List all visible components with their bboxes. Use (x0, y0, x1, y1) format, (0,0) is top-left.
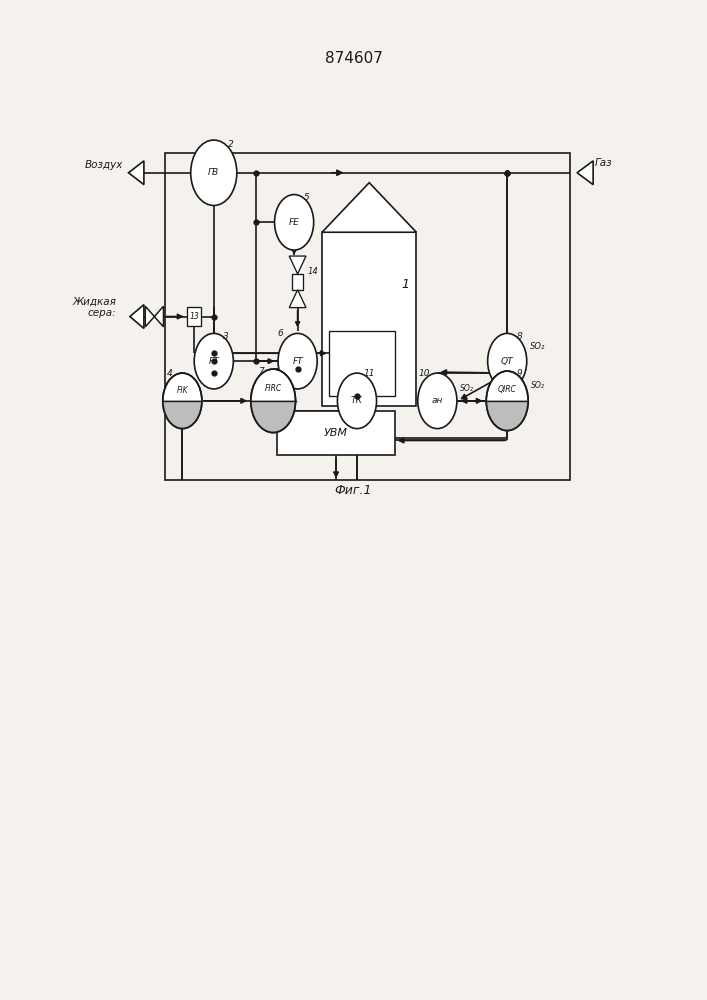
Text: ГВ: ГВ (208, 168, 219, 177)
Polygon shape (146, 306, 154, 327)
Text: 12: 12 (361, 396, 372, 405)
Polygon shape (154, 306, 163, 327)
Text: УВМ: УВМ (324, 428, 348, 438)
Text: Воздух: Воздух (85, 160, 123, 170)
Text: Фиг.1: Фиг.1 (334, 484, 373, 497)
Polygon shape (130, 305, 144, 328)
Polygon shape (163, 401, 202, 429)
Text: 2: 2 (228, 140, 234, 149)
Polygon shape (289, 256, 306, 274)
Text: 874607: 874607 (325, 51, 382, 66)
Polygon shape (251, 401, 296, 433)
Text: SO₂: SO₂ (530, 342, 546, 351)
Text: 14: 14 (308, 267, 318, 276)
Text: ан: ан (432, 396, 443, 405)
Text: 11: 11 (364, 369, 375, 378)
Polygon shape (129, 161, 144, 185)
Text: QIRC: QIRC (498, 385, 517, 394)
Circle shape (194, 333, 233, 389)
Bar (187, 307, 201, 326)
Circle shape (486, 371, 528, 431)
Text: 1: 1 (402, 278, 409, 291)
Circle shape (418, 373, 457, 429)
Polygon shape (577, 161, 593, 185)
Circle shape (274, 195, 314, 250)
Text: FE: FE (288, 218, 300, 227)
Bar (165, 153, 570, 480)
Circle shape (278, 333, 317, 389)
Text: FIRC: FIRC (264, 384, 282, 393)
Text: 8: 8 (517, 332, 522, 341)
Circle shape (191, 140, 237, 205)
Bar (322, 232, 416, 406)
Circle shape (163, 373, 202, 429)
Text: FT: FT (292, 357, 303, 366)
Circle shape (337, 373, 377, 429)
Bar (276, 411, 395, 455)
Text: 4: 4 (167, 369, 173, 378)
Text: Газ: Газ (595, 158, 612, 168)
Text: QT: QT (501, 357, 513, 366)
Text: FT: FT (209, 357, 219, 366)
Bar (329, 331, 395, 396)
Text: 6: 6 (277, 329, 283, 338)
Polygon shape (322, 183, 416, 232)
Text: 10: 10 (419, 369, 431, 378)
Polygon shape (486, 401, 528, 431)
Text: 9: 9 (517, 369, 522, 378)
Bar (292, 274, 303, 290)
Circle shape (488, 333, 527, 389)
Text: 5: 5 (304, 193, 310, 202)
Text: 7: 7 (258, 367, 264, 376)
Text: 13: 13 (189, 312, 199, 321)
Text: Жидкая
сера:: Жидкая сера: (72, 297, 116, 318)
Polygon shape (289, 290, 306, 308)
Text: ТК: ТК (351, 396, 363, 405)
Text: FIK: FIK (177, 386, 188, 395)
Text: SO₂: SO₂ (531, 381, 545, 390)
Text: SO₂: SO₂ (460, 384, 474, 393)
Text: 3: 3 (223, 332, 229, 341)
Circle shape (251, 369, 296, 433)
